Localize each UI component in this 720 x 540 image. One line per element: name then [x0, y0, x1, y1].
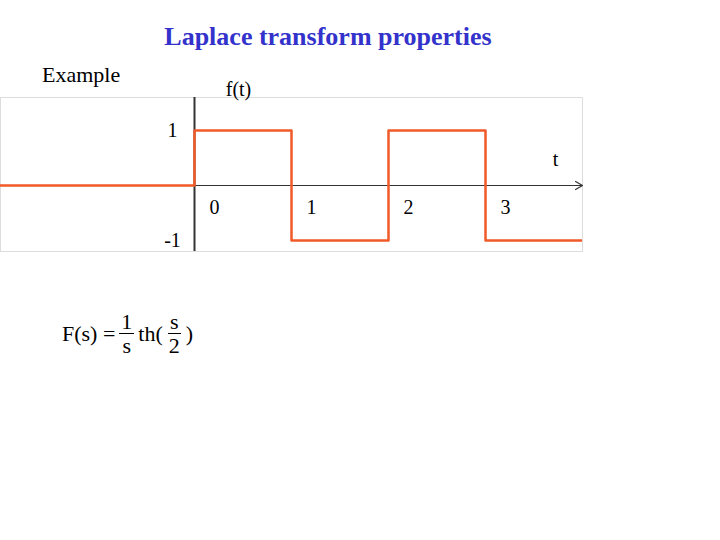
- svg-text:2: 2: [404, 196, 414, 218]
- svg-text:t: t: [553, 148, 559, 170]
- html-text:Laplace transform properties: Laplace transform properties: [164, 22, 492, 51]
- html-text:2 ): 2 ): [168, 320, 194, 359]
- svg-text:1: 1: [168, 119, 178, 141]
- svg-text:1: 1: [307, 196, 317, 218]
- svg-text:-1: -1: [164, 229, 181, 251]
- svg-text:0: 0: [210, 196, 220, 218]
- html-text:Example: Example: [42, 62, 121, 87]
- svg-text:f(t): f(t): [226, 78, 252, 101]
- html-text:F(s) = 1: F(s) = 1: [62, 309, 133, 346]
- svg-text:3: 3: [501, 196, 511, 218]
- html-text:s th( s: s th( s: [122, 309, 179, 359]
